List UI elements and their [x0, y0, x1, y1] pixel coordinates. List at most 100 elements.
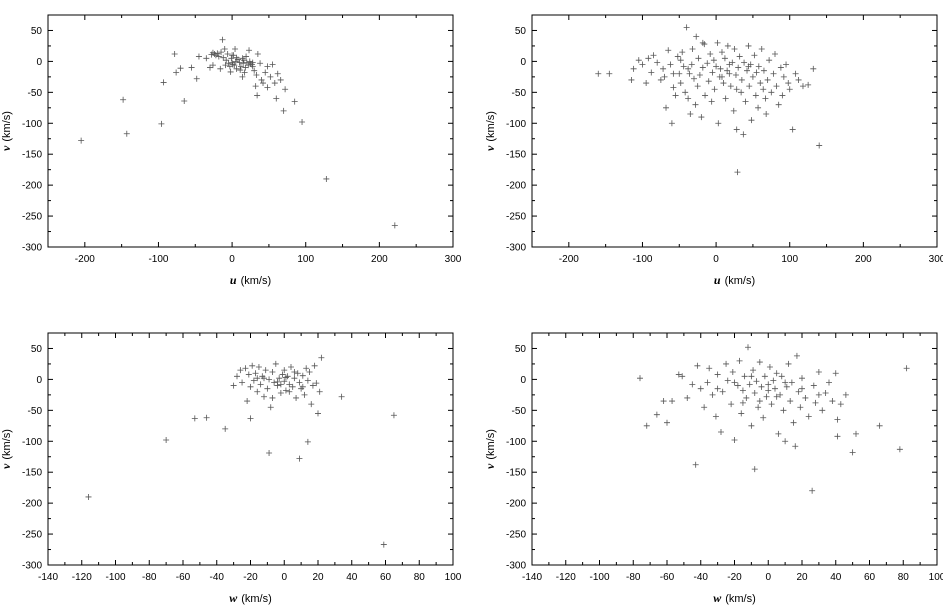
data-point: [247, 415, 254, 422]
y-tick-label: -100: [506, 119, 526, 130]
plot-frame: [531, 332, 938, 566]
x-tick-label: 0: [713, 254, 719, 265]
x-axis-variable: u: [714, 273, 721, 287]
data-point: [680, 63, 687, 70]
x-tick-label: 100: [445, 572, 462, 583]
x-tick-label: 0: [765, 572, 771, 583]
data-point: [692, 461, 699, 468]
x-tick-label: 40: [830, 572, 842, 583]
data-point: [245, 371, 252, 378]
data-point: [709, 69, 716, 76]
data-point: [273, 95, 280, 102]
x-tick-label: -60: [660, 572, 675, 583]
data-point: [304, 438, 311, 445]
x-tick-label: -200: [559, 254, 579, 265]
data-point: [805, 81, 812, 88]
y-tick-label: -50: [512, 406, 527, 417]
data-point: [239, 379, 246, 386]
data-point: [783, 383, 790, 390]
y-tick-label: -50: [28, 406, 43, 417]
data-point: [78, 137, 85, 144]
data-point: [780, 407, 787, 414]
x-axis-label: w (km/s): [229, 591, 272, 605]
data-point: [85, 493, 92, 500]
data-point: [698, 114, 705, 121]
plot-frame: [47, 332, 454, 566]
y-tick-label: 50: [515, 26, 527, 37]
data-point: [722, 95, 729, 102]
data-point: [766, 364, 773, 371]
x-tick-label: -120: [72, 572, 92, 583]
data-point: [243, 53, 250, 60]
y-tick-label: 0: [36, 375, 42, 386]
data-point: [260, 80, 267, 87]
data-point: [749, 73, 756, 80]
data-point: [809, 487, 816, 494]
data-point: [660, 398, 667, 405]
data-point: [665, 47, 672, 54]
data-point: [710, 57, 717, 64]
data-point: [729, 59, 736, 66]
data-point: [272, 360, 279, 367]
data-point: [595, 70, 602, 77]
data-point: [748, 117, 755, 124]
x-tick-label: 300: [929, 254, 943, 265]
data-point: [691, 75, 697, 82]
y-tick-label: -100: [506, 437, 526, 448]
y-tick-label: -300: [22, 243, 42, 254]
data-point: [223, 57, 230, 64]
data-point: [262, 367, 269, 374]
data-point: [277, 381, 284, 388]
y-axis-variable: v: [0, 463, 13, 469]
data-point: [228, 55, 235, 62]
data-point: [731, 46, 738, 53]
data-point: [699, 64, 706, 71]
data-point: [733, 126, 740, 133]
data-point: [760, 86, 767, 93]
data-point: [733, 86, 740, 93]
data-point: [281, 378, 288, 385]
data-point: [695, 55, 702, 62]
data-point: [222, 425, 229, 432]
data-point: [309, 382, 316, 389]
data-point: [299, 372, 306, 379]
data-point: [677, 80, 684, 87]
data-point: [177, 65, 184, 72]
data-point: [763, 393, 770, 400]
data-point: [274, 378, 281, 385]
y-tick-label: -300: [22, 561, 42, 572]
data-point: [783, 61, 790, 68]
data-point: [215, 53, 222, 60]
data-point: [755, 63, 762, 70]
data-point: [606, 70, 613, 77]
x-tick-label: 300: [445, 254, 462, 265]
data-point: [173, 69, 180, 76]
data-point: [220, 54, 227, 61]
y-axis-variable: v: [483, 463, 497, 469]
data-point: [777, 64, 784, 71]
data-point: [227, 68, 234, 75]
x-tick-label: -40: [694, 572, 709, 583]
data-point: [667, 61, 674, 68]
data-point: [896, 446, 903, 453]
data-point: [264, 385, 271, 392]
data-point: [668, 120, 675, 127]
data-point: [787, 398, 794, 405]
x-tick-label: -100: [105, 572, 125, 583]
data-point: [761, 373, 768, 380]
data-point: [233, 65, 240, 72]
data-point: [240, 60, 247, 67]
data-point: [751, 466, 758, 473]
y-tick-label: -250: [22, 530, 42, 541]
x-tick-label: -100: [589, 572, 609, 583]
data-point: [323, 175, 330, 182]
data-point: [772, 50, 778, 57]
data-point: [685, 95, 692, 102]
data-point: [229, 61, 236, 68]
data-point: [697, 385, 704, 392]
y-axis-variable: v: [483, 145, 497, 151]
data-point: [765, 381, 772, 388]
data-point: [780, 73, 787, 80]
data-point: [318, 354, 325, 361]
data-point: [707, 50, 714, 57]
